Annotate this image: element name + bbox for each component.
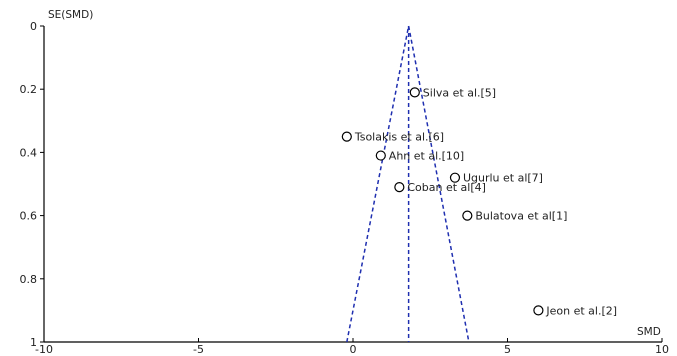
- data-point: [462, 210, 473, 221]
- data-point-label: Ahn et al.[10]: [389, 150, 464, 163]
- data-point: [341, 131, 352, 142]
- data-point: [394, 182, 405, 193]
- data-points: Silva et al.[5] Tsolakis et al.[6] Ahn et …: [341, 86, 617, 317]
- axes: [43, 26, 662, 343]
- x-tick-label: 5: [504, 343, 511, 356]
- x-tick-label: -5: [193, 343, 204, 356]
- y-tick-label: 1: [30, 336, 37, 349]
- data-point: [533, 305, 544, 316]
- funnel-lines: [346, 25, 470, 343]
- data-point-label: Coban et al[4]: [407, 181, 486, 194]
- data-point-label: Silva et al.[5]: [423, 86, 496, 99]
- x-axis-title: SMD: [637, 326, 661, 338]
- data-point: [375, 150, 386, 161]
- y-ticks: 0 0.2 0.4 0.6 0.8 1: [20, 20, 44, 349]
- data-point-label: Bulatova et al[1]: [475, 210, 567, 223]
- data-point: [409, 87, 420, 98]
- x-tick-label: 10: [655, 343, 669, 356]
- data-point: [449, 172, 461, 183]
- y-tick-label: 0: [30, 20, 37, 33]
- y-tick-label: 0.8: [20, 273, 38, 286]
- data-point-label: Jeon et al.[2]: [545, 304, 617, 317]
- x-ticks: -10 -5 0 5 10: [35, 338, 669, 356]
- x-tick-label: 0: [350, 343, 357, 356]
- data-point-label: Tsolakis et al.[6]: [354, 131, 444, 144]
- y-axis-title: SE(SMD): [48, 9, 93, 21]
- y-tick-label: 0.6: [20, 210, 38, 223]
- y-tick-label: 0.4: [20, 146, 38, 159]
- y-tick-label: 0.2: [20, 83, 38, 96]
- x-tick-label: -10: [35, 343, 53, 356]
- data-point-label: Ugurlu et al[7]: [463, 172, 543, 185]
